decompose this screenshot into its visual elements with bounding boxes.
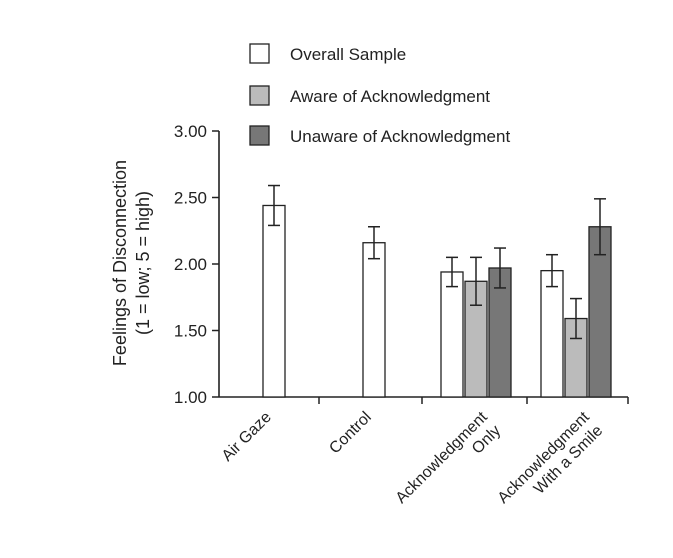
bars (262, 184, 612, 398)
legend-swatch (249, 125, 270, 146)
category-label: Air Gaze (219, 409, 275, 465)
bar (362, 242, 386, 398)
axis-titles: Feelings of Disconnection (1 = low; 5 = … (110, 160, 153, 366)
y-tick-label: 1.50 (174, 322, 207, 341)
legend-label: Aware of Acknowledgment (290, 87, 490, 106)
y-tick-label: 2.00 (174, 255, 207, 274)
y-tick-label: 1.00 (174, 388, 207, 407)
legend: Overall Sample Aware of Acknowledgment Una… (249, 43, 510, 146)
y-tick-label: 3.00 (174, 122, 207, 141)
category-label: AcknowledgmentWith a Smile (495, 408, 607, 520)
bar (262, 204, 286, 398)
category-labels: Air Gaze Control AcknowledgmentOnlyAcknowl… (219, 408, 607, 520)
y-axis-title-line2: (1 = low; 5 = high) (133, 191, 153, 335)
legend-label: Overall Sample (290, 45, 406, 64)
y-axis: 1.00 1.50 2.00 2.50 3.00 (174, 122, 629, 407)
legend-swatch (249, 43, 270, 64)
bar (440, 271, 464, 398)
legend-swatch (249, 85, 270, 106)
legend-label: Unaware of Acknowledgment (290, 127, 510, 146)
bar (540, 269, 564, 398)
y-tick-label: 2.50 (174, 189, 207, 208)
category-label: AcknowledgmentOnly (393, 408, 505, 520)
category-label: Control (326, 409, 374, 457)
y-axis-title-line1: Feelings of Disconnection (110, 160, 130, 366)
